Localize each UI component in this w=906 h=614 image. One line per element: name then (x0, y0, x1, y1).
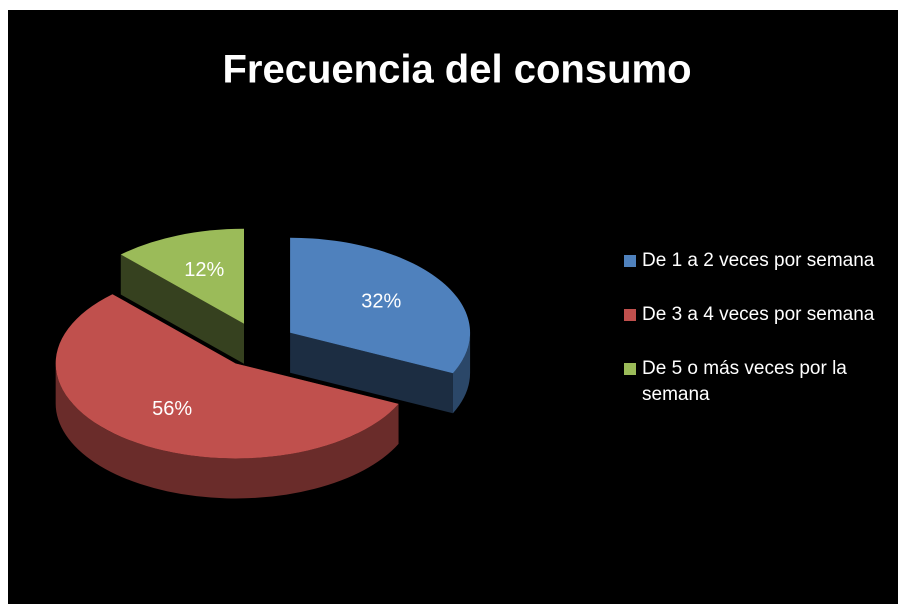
slice-wall (120, 254, 245, 364)
slice-top (120, 228, 245, 324)
legend: De 1 a 2 veces por semana De 3 a 4 veces … (620, 248, 890, 436)
pie-slice (290, 237, 471, 414)
pie-slice (120, 228, 245, 364)
slice-top (55, 294, 399, 459)
data-label: 32% (361, 291, 401, 313)
data-label: 56% (152, 398, 192, 420)
chart-title: Frecuencia del consumo (222, 48, 691, 92)
pie-slice (55, 294, 399, 499)
slice-wall (290, 332, 453, 414)
data-label: 12% (184, 259, 224, 281)
legend-swatch (624, 255, 636, 267)
legend-label: De 5 o más veces por la semana (642, 358, 847, 405)
legend-swatch (624, 309, 636, 321)
legend-item: De 5 o más veces por la semana (620, 356, 878, 408)
slice-side (55, 363, 399, 499)
legend-item: De 1 a 2 veces por semana (620, 248, 878, 274)
legend-item: De 3 a 4 veces por semana (620, 302, 878, 328)
slice-side (452, 332, 471, 414)
legend-swatch (624, 363, 636, 375)
slice-top (290, 237, 471, 374)
legend-label: De 3 a 4 veces por semana (642, 304, 875, 325)
legend-label: De 1 a 2 veces por semana (642, 250, 875, 271)
chart: Frecuencia del consumo 12% 32% 56% De 1 a … (8, 10, 898, 604)
pie-canvas: Frecuencia del consumo 12% 32% 56% (55, 48, 692, 499)
